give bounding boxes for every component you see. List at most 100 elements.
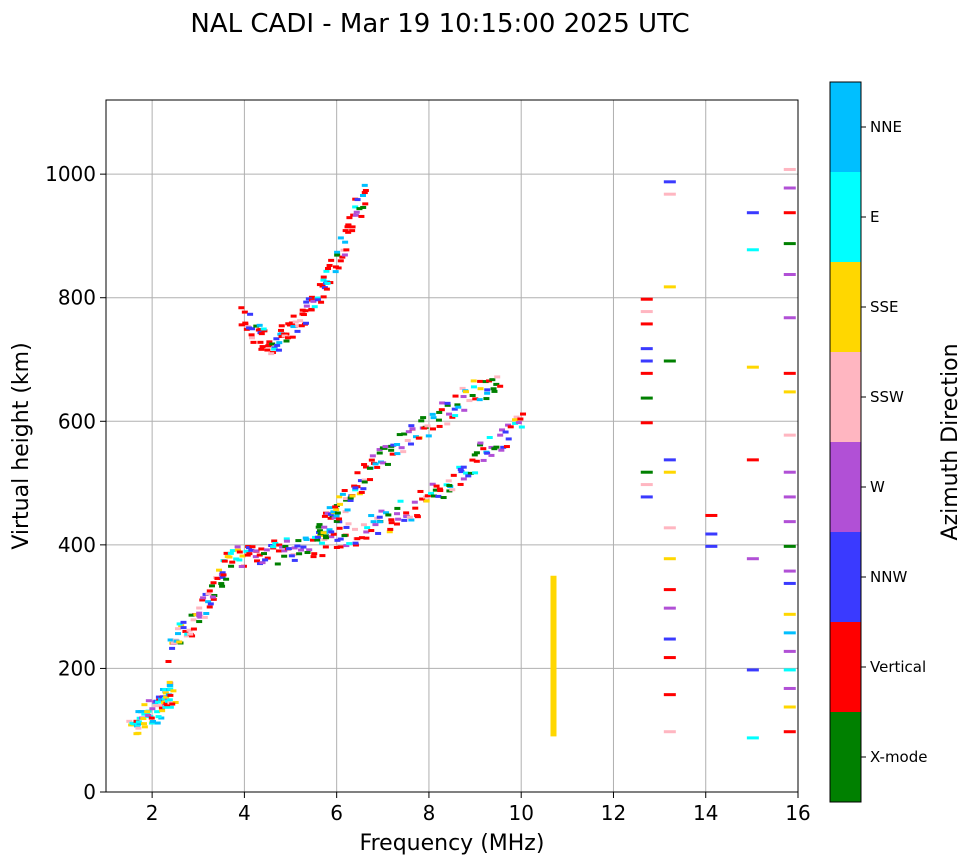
echo-mark [203,612,210,616]
echo-mark [256,323,263,327]
echo-mark [421,426,428,430]
echo-mark [497,433,504,437]
echo-mark [300,313,307,317]
echo-mark [323,287,330,291]
echo-mark [364,526,371,530]
echo-mark [252,555,259,559]
echo-mark [157,704,164,708]
echo-mark [663,606,676,610]
echo-mark [239,554,246,558]
echo-mark [334,250,341,254]
echo-mark [136,722,143,726]
echo-mark [295,539,302,543]
echo-mark [512,418,519,422]
echo-mark [352,205,359,209]
echo-mark [279,545,286,549]
colorbar-label: E [870,208,879,226]
echo-mark [398,446,405,450]
echo-mark [135,726,142,730]
echo-mark [405,430,412,434]
echo-mark [705,513,718,517]
echo-mark [308,308,315,312]
echo-mark [358,536,365,540]
echo-mark [249,545,256,549]
echo-mark [174,627,181,631]
echo-mark [663,693,676,697]
echo-mark [401,518,408,522]
echo-mark [321,537,328,541]
echo-mark [324,511,331,515]
echo-mark [306,548,313,552]
echo-mark [783,470,796,474]
echo-mark [783,705,796,709]
echo-mark [477,387,484,391]
echo-mark [202,592,209,596]
echo-mark [640,396,653,400]
echo-mark [408,424,415,428]
echo-mark [449,488,456,492]
echo-mark [395,517,402,521]
echo-mark [241,310,248,314]
echo-mark [256,553,263,557]
echo-mark [210,581,217,585]
echo-mark [455,405,462,409]
echo-mark [397,499,404,503]
echo-mark [351,484,358,488]
echo-mark [316,529,323,533]
echo-mark [167,705,174,709]
echo-mark [166,683,173,687]
echo-mark [356,207,363,211]
x-tick-label: 10 [508,801,533,825]
x-axis-label: Frequency (MHz) [360,831,545,856]
echo-mark [320,278,327,282]
echo-mark [250,340,257,344]
echo-mark [335,266,342,270]
echo-mark [470,379,477,383]
echo-mark [783,569,796,573]
echo-mark [418,419,425,423]
echo-mark [663,557,676,561]
x-tick-label: 4 [238,801,251,825]
echo-mark [186,628,193,632]
echo-mark [331,516,338,520]
echo-mark [440,496,447,500]
echo-mark [342,240,349,244]
echo-mark [394,512,401,516]
echo-mark [783,520,796,524]
echo-mark [476,398,483,402]
echo-mark [394,452,401,456]
echo-mark [513,415,520,419]
echo-mark [281,549,288,553]
echo-mark [154,721,161,725]
echo-mark [328,258,335,262]
echo-mark [341,489,348,493]
echo-mark [409,427,416,431]
echo-mark [303,537,310,541]
echo-mark [349,229,356,233]
echo-mark [362,465,369,469]
echo-mark [242,322,249,326]
echo-mark [783,211,796,215]
echo-mark [663,285,676,289]
echo-mark [393,522,400,526]
y-tick-label: 600 [58,409,96,433]
echo-mark [295,324,302,328]
echo-mark [176,640,183,644]
echo-mark [783,495,796,499]
echo-mark [319,284,326,288]
echo-mark [144,710,151,714]
echo-mark [131,722,138,726]
echo-mark [469,458,476,462]
echo-mark [436,487,443,491]
echo-mark [415,436,422,440]
echo-mark [490,387,497,391]
echo-mark [362,202,369,206]
echo-mark [178,624,185,628]
echo-mark [444,422,451,426]
echo-mark [378,509,385,513]
echo-mark [352,213,359,217]
echo-mark [411,500,418,504]
echo-mark [361,183,368,187]
echo-mark [480,447,487,451]
echo-mark [472,471,479,475]
